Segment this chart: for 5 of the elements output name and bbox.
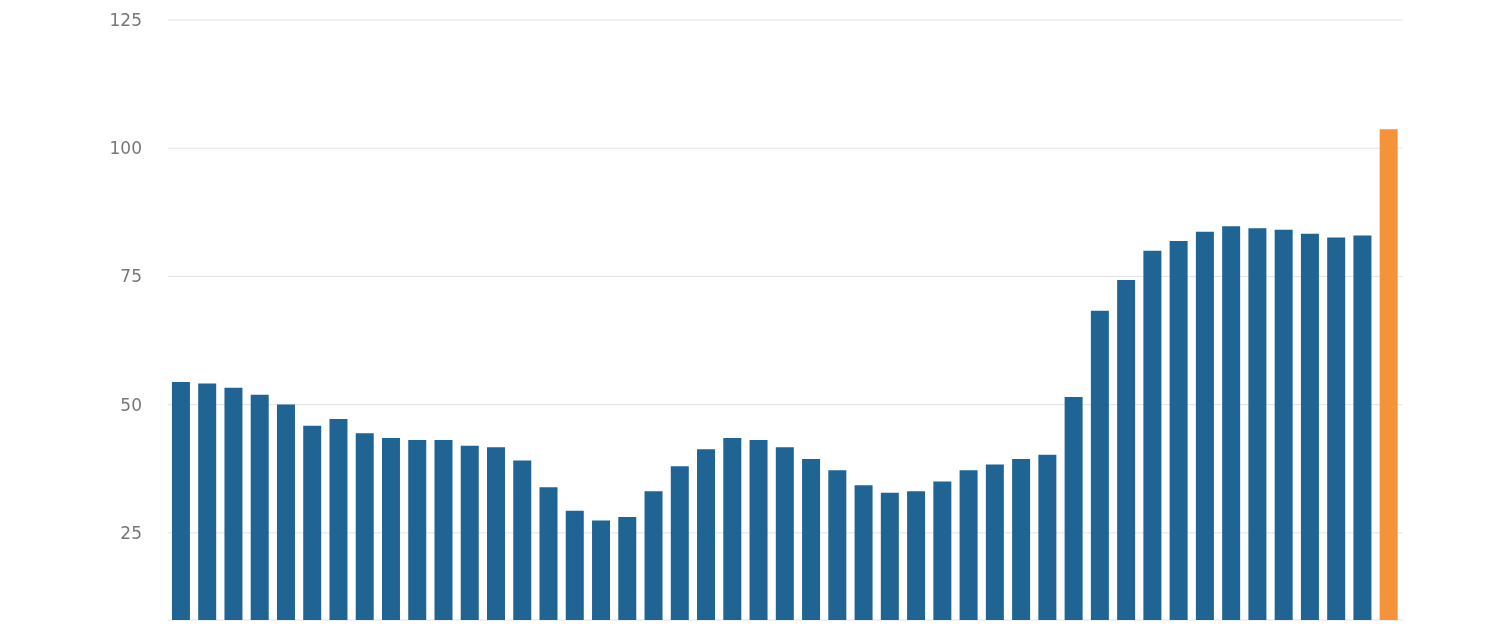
y-tick-label: 125 — [109, 10, 142, 31]
y-tick-label: 75 — [120, 266, 142, 287]
y-tick-label: 25 — [120, 522, 142, 543]
y-tick-label: 100 — [109, 138, 142, 159]
y-tick-label: 50 — [120, 394, 142, 415]
